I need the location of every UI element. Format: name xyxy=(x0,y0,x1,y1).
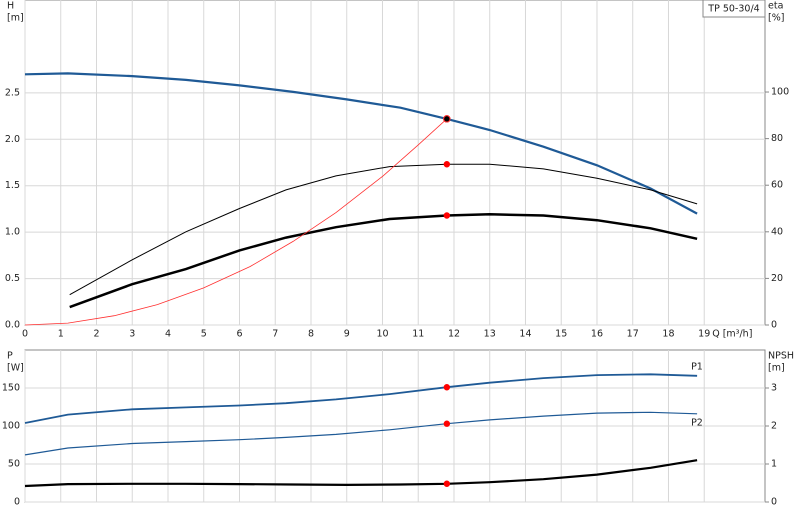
y-tick-label: 0.0 xyxy=(5,320,20,331)
series-label: P1 xyxy=(691,361,703,372)
operating-point xyxy=(443,384,451,391)
series-line xyxy=(24,459,698,488)
x-tick-label: 7 xyxy=(272,329,278,340)
y-tick-label: 100 xyxy=(2,421,20,432)
y-axis-label: [W] xyxy=(7,363,24,374)
y2-axis-label: eta xyxy=(768,1,783,12)
x-tick-label: 3 xyxy=(129,329,135,340)
x-tick-label: 15 xyxy=(555,329,567,340)
y-axis-label: [m] xyxy=(7,13,24,24)
x-tick-label: 1 xyxy=(58,329,64,340)
x-tick-label: 4 xyxy=(165,329,171,340)
x-tick-label: 2 xyxy=(93,329,99,340)
series-line xyxy=(24,411,698,456)
y2-tick-label: 1 xyxy=(771,459,777,470)
operating-point xyxy=(443,480,451,487)
y-tick-label: 50 xyxy=(8,459,20,470)
x-tick-label: 16 xyxy=(591,329,603,340)
y2-tick-label: 20 xyxy=(771,273,783,284)
y2-axis-label: [m] xyxy=(768,363,785,374)
x-axis-label: Q [m³/h] xyxy=(712,329,752,340)
y-tick-label: 150 xyxy=(2,383,20,394)
x-tick-label: 19 xyxy=(698,329,710,340)
y-tick-label: 2.0 xyxy=(5,134,20,145)
plot-area xyxy=(24,0,766,326)
x-tick-label: 11 xyxy=(412,329,424,340)
x-tick-label: 13 xyxy=(484,329,496,340)
x-tick-label: 10 xyxy=(376,329,388,340)
y2-tick-label: 0 xyxy=(771,497,777,508)
y2-tick-label: 2 xyxy=(771,421,777,432)
series-line xyxy=(24,373,698,424)
x-tick-label: 8 xyxy=(308,329,314,340)
y-tick-label: 2.5 xyxy=(5,87,20,98)
series-line xyxy=(24,72,698,215)
y2-tick-label: 40 xyxy=(771,226,783,237)
operating-point xyxy=(443,212,451,219)
y-tick-label: 0.5 xyxy=(5,273,20,284)
x-tick-label: 18 xyxy=(662,329,674,340)
title-box xyxy=(702,0,766,18)
x-tick-label: 6 xyxy=(236,329,242,340)
x-tick-label: 0 xyxy=(22,329,28,340)
x-tick-label: 14 xyxy=(519,329,531,340)
operating-point xyxy=(443,420,451,427)
series-label: P2 xyxy=(691,417,703,428)
y-tick-label: 1.0 xyxy=(5,227,20,238)
y2-tick-label: 80 xyxy=(771,133,783,144)
chart-title: TP 50-30/4 xyxy=(707,4,759,15)
y-axis-label: H xyxy=(7,1,14,12)
y2-tick-label: 100 xyxy=(771,87,789,98)
operating-point xyxy=(443,161,451,168)
series-line xyxy=(69,213,698,309)
series-line xyxy=(24,118,448,326)
operating-point xyxy=(443,115,451,123)
y2-tick-label: 3 xyxy=(771,383,777,394)
x-tick-label: 12 xyxy=(448,329,460,340)
x-tick-label: 9 xyxy=(344,329,350,340)
y-axis-label: P xyxy=(7,351,13,362)
x-tick-label: 17 xyxy=(627,329,639,340)
y-tick-label: 0 xyxy=(14,497,20,508)
series-line xyxy=(69,163,698,296)
y-tick-label: 1.5 xyxy=(5,180,20,191)
y2-axis-label: [%] xyxy=(768,13,784,24)
y2-tick-label: 60 xyxy=(771,180,783,191)
x-tick-label: 5 xyxy=(201,329,207,340)
y2-tick-label: 0 xyxy=(771,320,777,331)
y2-axis-label: NPSH xyxy=(768,351,794,362)
